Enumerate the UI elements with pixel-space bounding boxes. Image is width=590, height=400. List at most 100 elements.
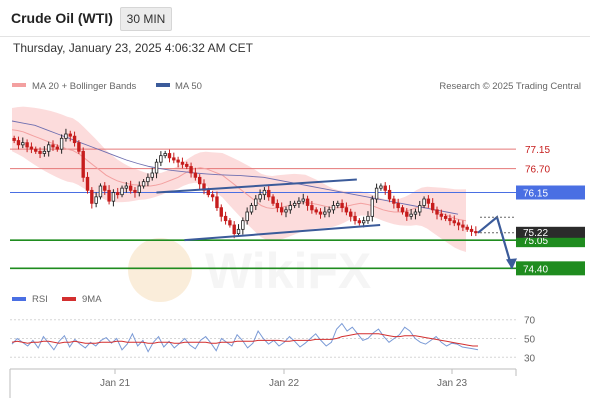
- candle-body: [197, 176, 202, 185]
- time-tick-label: Jan 21: [100, 378, 130, 389]
- candle-body: [137, 185, 141, 193]
- candle-body: [81, 150, 85, 178]
- rsi-legend-label: RSI: [32, 294, 48, 305]
- candle-body: [236, 228, 241, 235]
- rsi-panel: 70 50 30: [10, 316, 536, 364]
- candle-body: [430, 202, 435, 211]
- candle-body: [141, 181, 146, 187]
- bollinger-band-area: [12, 106, 466, 252]
- candle-body: [336, 202, 340, 206]
- ma-bb-legend-label: MA 20 + Bollinger Bands: [32, 81, 137, 92]
- candle-body: [387, 189, 392, 200]
- candle-body: [120, 187, 124, 196]
- timeframe-badge[interactable]: 30 MIN: [120, 7, 172, 31]
- ma-bb-legend-swatch: [12, 83, 26, 87]
- candle-body: [55, 146, 60, 150]
- level-label-77.15: 77.15: [525, 145, 550, 156]
- candle-body: [154, 161, 159, 174]
- moving-averages: [11, 120, 467, 222]
- candle-body: [297, 200, 301, 204]
- candle-body: [418, 205, 422, 213]
- candle-body: [435, 209, 439, 215]
- candle-body: [456, 222, 461, 226]
- candle-body: [262, 189, 267, 196]
- candle-body: [72, 135, 77, 144]
- candle-body: [452, 220, 456, 224]
- ma50-line: [11, 120, 459, 215]
- candle-body: [85, 176, 90, 191]
- candle-body: [46, 144, 51, 152]
- candle-body: [16, 140, 21, 146]
- candle-body: [150, 172, 154, 178]
- candle-body: [38, 150, 42, 154]
- candle-body: [361, 220, 366, 224]
- chart-legend: MA 20 + Bollinger Bands MA 50 Research ©…: [12, 81, 581, 92]
- forecast-path: [477, 215, 517, 270]
- candle-body: [232, 224, 236, 235]
- candle-body: [318, 211, 323, 215]
- candle-body: [340, 202, 344, 209]
- candle-body: [193, 172, 198, 178]
- candle-body: [163, 153, 167, 157]
- candle-body: [25, 142, 29, 148]
- candle-body: [172, 157, 176, 161]
- candle-body: [258, 194, 262, 200]
- candle-body: [310, 205, 314, 211]
- chart-header: Crude Oil (WTI) 30 MIN: [0, 0, 590, 37]
- candle-body: [94, 196, 98, 204]
- candle-body: [77, 142, 81, 152]
- candle-body: [370, 198, 374, 217]
- candle-body: [409, 213, 413, 217]
- candle-body: [159, 155, 163, 163]
- candle-body: [267, 189, 271, 198]
- ma9-legend-swatch: [62, 297, 76, 301]
- candle-body: [284, 209, 288, 213]
- candle-body: [176, 159, 180, 163]
- candle-body: [34, 148, 38, 152]
- rsi-ma-line: [11, 333, 478, 347]
- time-axis-labels: Jan 21 Jan 22 Jan 23: [100, 369, 467, 389]
- watermark: WikiFX: [128, 238, 371, 302]
- candle-body: [405, 211, 409, 217]
- candle-body: [271, 196, 275, 204]
- rsi-legend-swatch: [12, 297, 26, 301]
- candle-body: [448, 218, 452, 222]
- candle-body: [146, 176, 150, 183]
- current-price-tag: [516, 226, 585, 238]
- candles: [12, 128, 478, 239]
- candle-body: [103, 185, 107, 191]
- level-label-76.15: 76.15: [523, 189, 548, 200]
- candle-body: [51, 144, 55, 148]
- candle-body: [396, 202, 400, 209]
- price-tags: 77.15 76.70 76.15 75.05 74.40 75.22: [480, 145, 585, 276]
- candle-body: [241, 220, 245, 230]
- level-label-74.40: 74.40: [523, 264, 548, 275]
- trendlines: [156, 178, 381, 242]
- candle-body: [292, 202, 297, 206]
- candle-body: [249, 205, 254, 213]
- candle-body: [400, 207, 405, 213]
- candle-body: [327, 209, 331, 213]
- candle-body: [383, 185, 387, 191]
- candle-body: [314, 209, 318, 213]
- candle-body: [64, 133, 68, 139]
- rsi-tick-70: 70: [524, 316, 536, 327]
- candle-body: [474, 231, 478, 234]
- candle-body: [185, 163, 189, 167]
- time-tick-label: Jan 22: [269, 378, 299, 389]
- candle-body: [59, 137, 64, 150]
- candle-body: [42, 150, 47, 154]
- candle-body: [215, 196, 219, 209]
- candle-body: [206, 189, 211, 196]
- candle-body: [379, 185, 383, 189]
- candle-body: [228, 220, 232, 226]
- candle-body: [111, 192, 116, 202]
- candle-body: [29, 146, 34, 150]
- candle-body: [439, 213, 444, 217]
- candle-body: [357, 220, 362, 224]
- candle-body: [422, 198, 426, 206]
- watermark-text: WikiFX: [205, 243, 371, 299]
- candle-body: [133, 189, 137, 193]
- trendline-2: [184, 224, 381, 242]
